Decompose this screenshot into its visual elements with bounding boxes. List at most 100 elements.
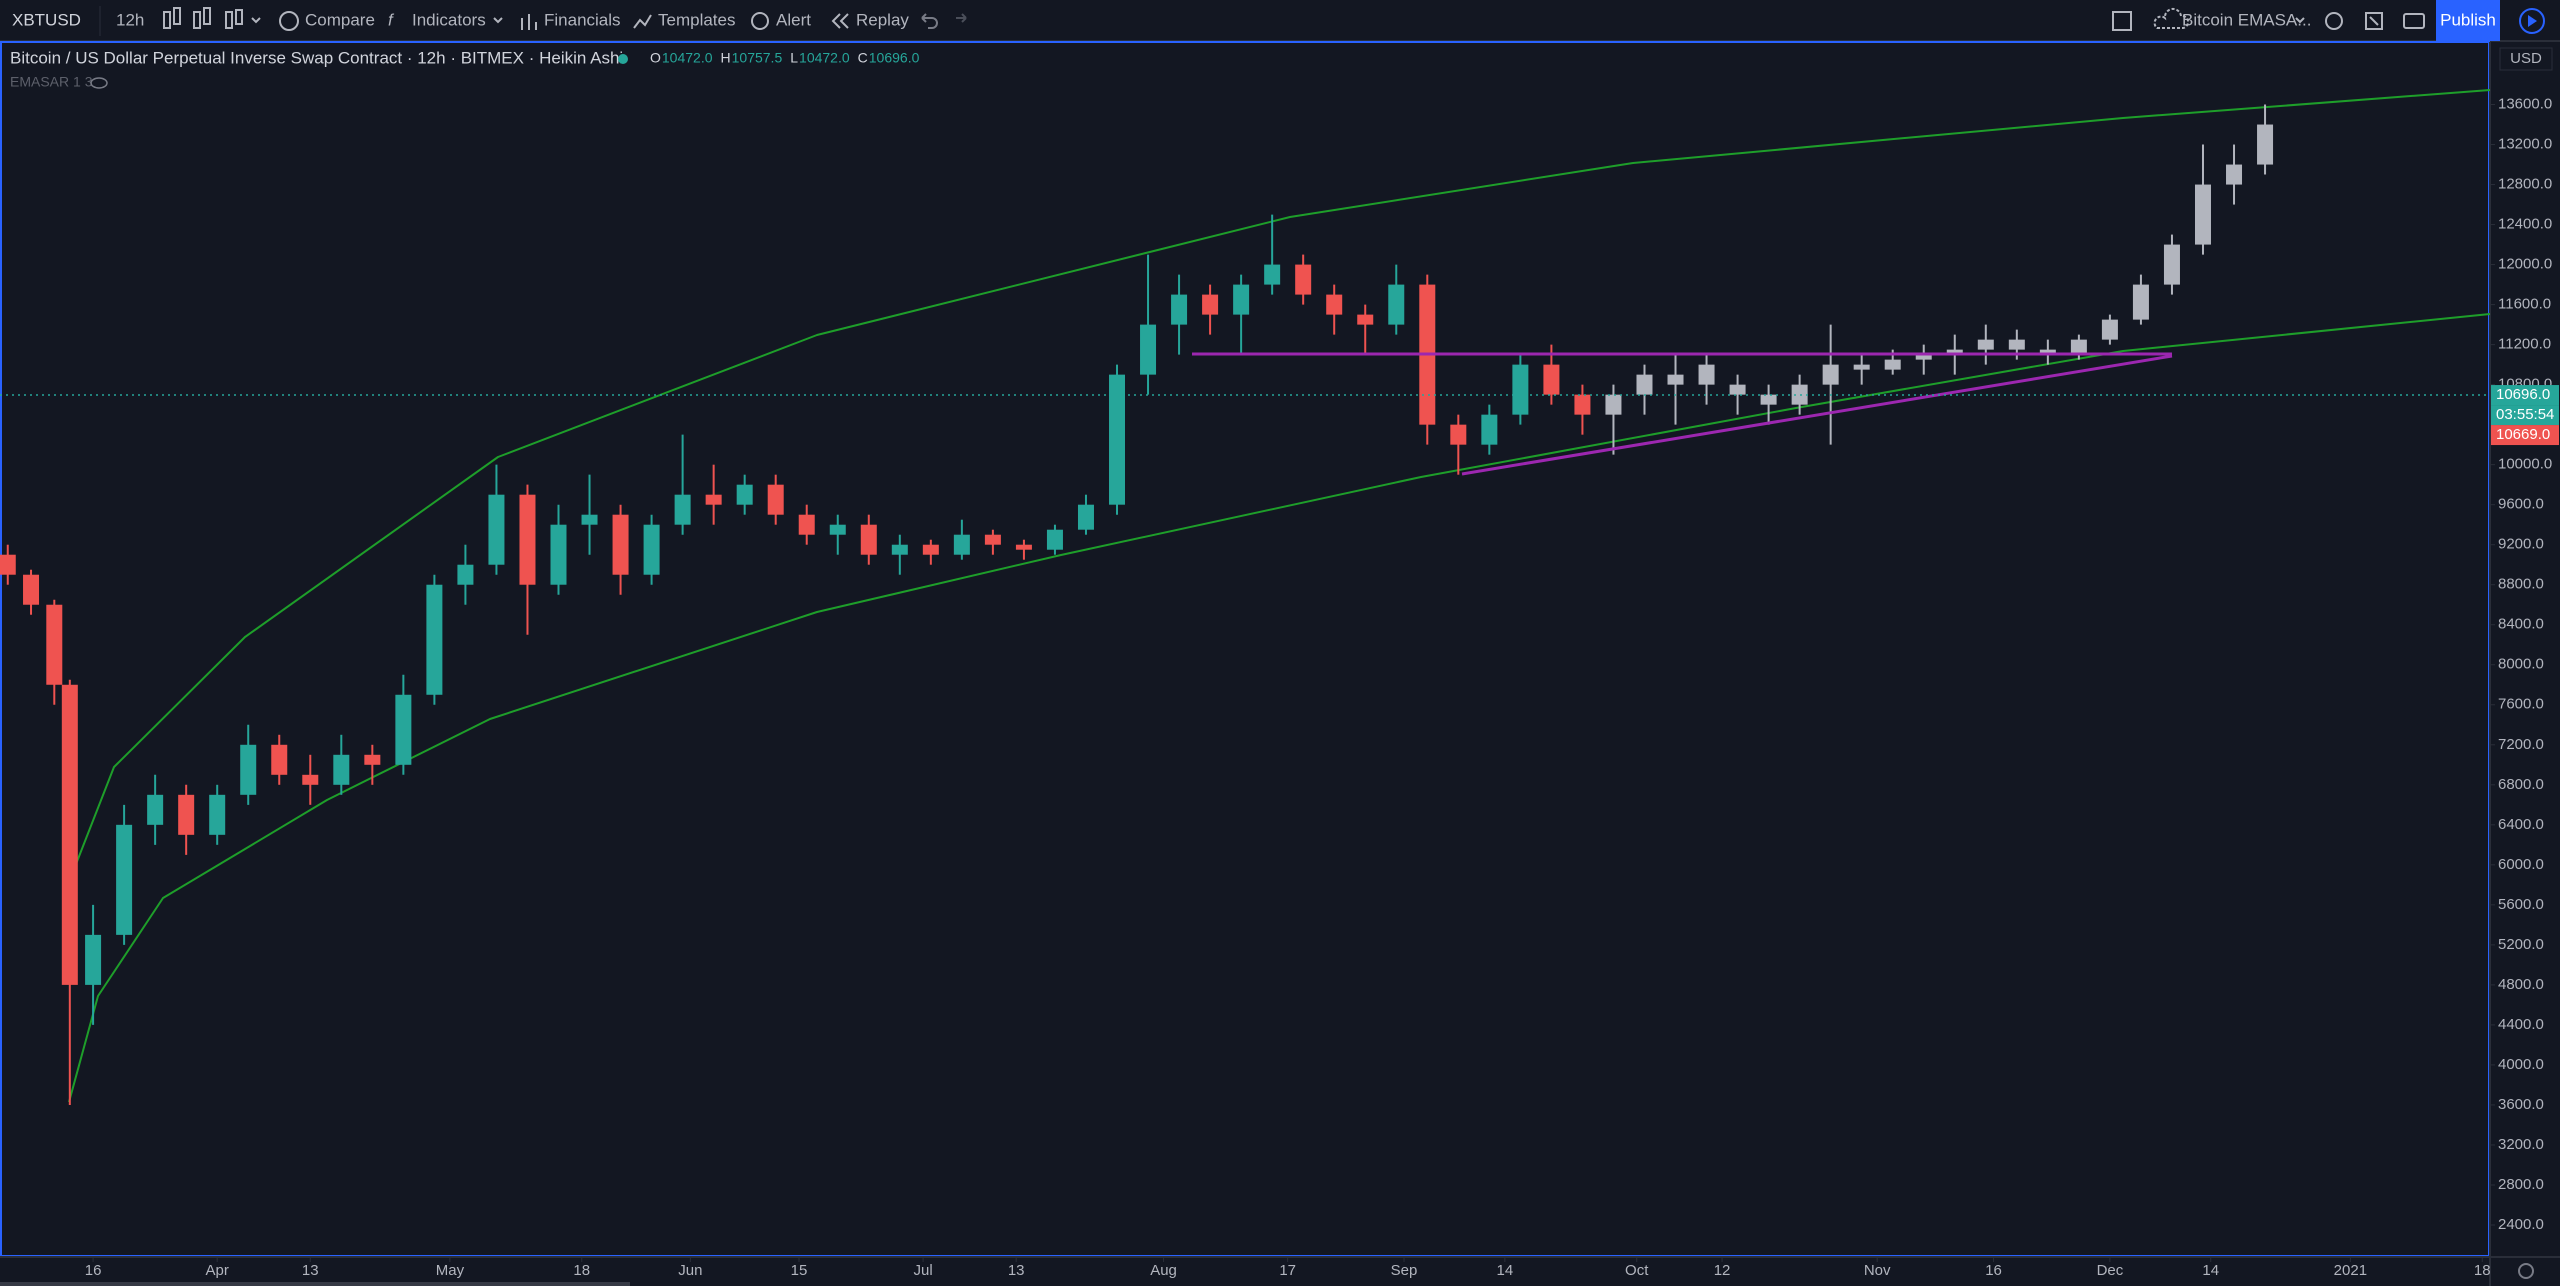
toolbar-button[interactable]: Indicators [412,10,486,29]
visibility-icon[interactable] [90,77,108,89]
candle-body [2132,284,2149,320]
candle-body [519,494,536,585]
y-tick-label: 3600.0 [2498,1096,2544,1113]
fullscreen-icon[interactable] [2365,12,2383,30]
countdown: 03:55:54 [2496,406,2554,423]
scrollbar[interactable] [0,1282,630,1286]
candle-body [1171,294,1188,325]
y-tick-label: 4000.0 [2498,1056,2544,1073]
snapshot-icon[interactable] [2403,13,2425,29]
ohlc-key: C [858,50,868,66]
candle-body [1264,264,1281,285]
settings-icon[interactable] [2325,12,2343,30]
ohlc-key: H [721,50,731,66]
trend-curve[interactable] [68,89,2491,883]
candle-body [1543,364,1560,395]
trend-curve[interactable] [68,313,2491,1103]
candle-body [23,574,40,605]
candle-body [85,934,102,985]
chart-style-icons[interactable] [163,7,261,29]
candle-body [1667,374,1684,385]
price-label-box [2491,425,2559,446]
x-tick-label: 14 [1497,1262,1514,1279]
candle-body [1574,394,1591,415]
y-tick-label: 13600.0 [2498,95,2552,112]
candle-body [1357,314,1374,325]
toolbar [0,0,2560,41]
axis-settings[interactable] [2518,1263,2534,1279]
dropdown-arrow [2295,17,2305,24]
y-tick-label: 3200.0 [2498,1136,2544,1153]
x-tick-label: Jun [678,1262,702,1279]
ohlc-value: 10472.0 [799,50,850,66]
support-line[interactable] [1461,354,2173,476]
candle-body [2163,244,2180,285]
candle-body [1046,529,1063,550]
y-tick-label: 12000.0 [2498,256,2552,273]
redo[interactable] [956,13,967,23]
compare-icon [279,11,299,31]
x-tick-label: Jul [913,1262,932,1279]
candle-body [1760,394,1777,405]
candle-body [209,794,226,835]
toolbar-button[interactable]: Replay [856,10,909,29]
x-tick-label: Aug [1150,1262,1177,1279]
candle-body [1388,284,1405,325]
layout-name[interactable]: Bitcoin EMASA... [2182,10,2311,29]
candle-body [1140,324,1157,375]
candle-body [891,544,908,555]
candle-body [240,744,257,795]
y-tick-label: 13200.0 [2498,136,2552,153]
candle-body [1915,354,1932,360]
toolbar-button[interactable]: Templates [658,10,735,29]
candle-body [1605,394,1622,415]
candle-body [829,524,846,535]
price-label: 10669.0 [2496,426,2550,443]
y-tick-label: 8400.0 [2498,616,2544,633]
y-tick-label: 11200.0 [2498,336,2551,353]
ohlc-value: 10472.0 [662,50,713,66]
x-tick-label: May [436,1262,465,1279]
financials-icon [521,14,537,30]
toolbar-button[interactable]: Compare [305,10,375,29]
replay-icon [831,13,849,29]
ohlc-value: 10696.0 [869,50,920,66]
y-tick-label: 12400.0 [2498,216,2552,233]
candle-body [1853,364,1870,370]
candle-body [1481,414,1498,445]
y-tick-label: 6800.0 [2498,776,2544,793]
study-name: EMASAR 1 3 [10,74,93,90]
candle-body [2101,319,2118,340]
candle-body [953,534,970,555]
price-label-box [2491,385,2559,406]
candle-body [1636,374,1653,395]
candle-body [457,564,474,585]
x-tick-label: 12 [1714,1262,1731,1279]
candle-body [116,824,133,935]
candle-body [147,794,164,825]
alert-icon [751,12,769,30]
dropdown-arrow [493,17,503,24]
candle-body [1791,384,1808,405]
indicators-icon: f [388,10,395,29]
layout-icon[interactable] [2112,11,2132,31]
publish-button[interactable] [2436,0,2500,41]
candle-body [1946,349,1963,355]
undo[interactable] [921,13,938,29]
interval[interactable]: 12h [116,10,144,29]
symbol[interactable]: XBTUSD [12,10,81,29]
y-tick-label: 4400.0 [2498,1016,2544,1033]
x-tick-label: 16 [1985,1262,2002,1279]
x-tick-label: Apr [206,1262,229,1279]
candle-body [178,794,195,835]
live-button[interactable] [2519,8,2545,34]
candle-body [1822,364,1839,385]
x-tick-label: Nov [1864,1262,1891,1279]
market-status [618,54,628,64]
candle-body [2039,349,2056,355]
y-tick-label: 10000.0 [2498,456,2552,473]
toolbar-button[interactable]: Financials [544,10,621,29]
y-tick-label: 8800.0 [2498,576,2544,593]
toolbar-button[interactable]: Alert [776,10,811,29]
candle-body [426,584,443,695]
